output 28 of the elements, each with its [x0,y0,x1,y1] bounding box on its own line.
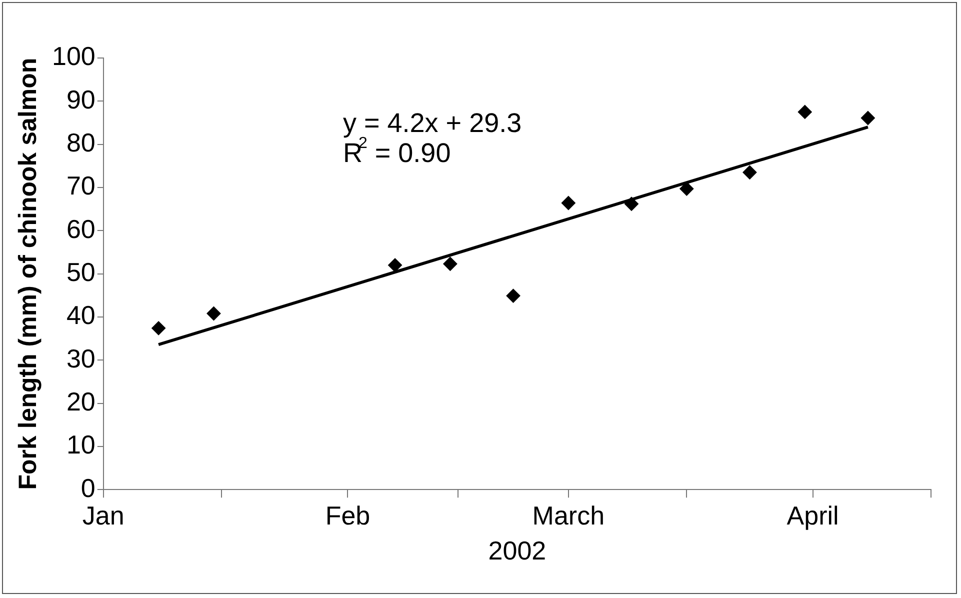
y-tick-label: 60 [66,214,96,244]
x-tick-label: March [532,500,605,530]
point [860,110,875,125]
point [742,165,757,180]
point [680,182,694,196]
point [624,196,638,211]
point [798,104,812,119]
y-tick-label: 20 [66,386,96,416]
y-tick-label: 80 [66,127,96,158]
y-tick-label: 90 [66,84,96,114]
point [506,288,520,303]
y-tick-label: 100 [52,41,96,72]
point [561,196,576,210]
point [443,256,458,271]
point [388,258,402,272]
y-tick-label: 70 [66,170,96,201]
point [206,306,221,321]
y-tick-label: 30 [66,343,96,374]
x-tick-label: Feb [325,500,370,530]
x-axis-title: 2002 [488,536,546,566]
x-tick-label: April [786,500,839,530]
y-tick-label: 10 [66,430,96,460]
y-tick-label: 50 [66,256,96,287]
point [152,321,166,336]
x-tick-label: Jan [82,500,124,530]
y-tick-label: 0 [80,472,96,503]
y-axis-title: Fork length (mm) of chinook salmon [14,58,42,490]
y-tick-label: 40 [66,300,96,330]
